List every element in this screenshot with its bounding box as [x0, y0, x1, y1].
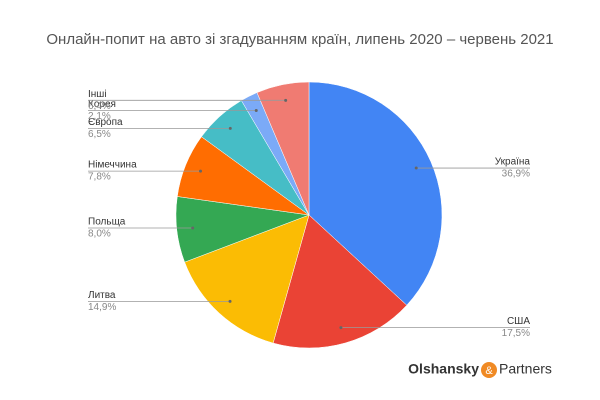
leader-dot [228, 299, 232, 303]
logo-icon [481, 362, 497, 378]
leader-dot [191, 226, 195, 230]
slice-label: Німеччина [88, 160, 137, 171]
logo: Olshansky & Partners [408, 361, 552, 378]
leader-dot [414, 166, 418, 170]
slice-value: 17,5% [502, 328, 530, 339]
slice-value: 6,4% [88, 101, 111, 112]
leader-dot [339, 326, 343, 330]
slice-label: Литва [88, 290, 116, 301]
slice-value: 8,0% [88, 229, 111, 240]
slice-value: 2,1% [88, 111, 111, 122]
slice-label: США [507, 316, 530, 327]
leader-dot [228, 126, 232, 130]
slice-value: 6,5% [88, 129, 111, 140]
pie-slice [272, 214, 408, 349]
slice-value: 36,9% [502, 169, 530, 180]
leader-dot [284, 98, 288, 102]
slice-label: Україна [495, 157, 531, 168]
leader-dot [254, 109, 258, 113]
logo-mark: & [485, 365, 493, 377]
slice-value: 14,9% [88, 302, 116, 313]
slice-label: Польща [88, 217, 126, 228]
chart-title: Онлайн-попит на авто зі згадуванням краї… [46, 31, 553, 48]
slice-value: 7,8% [88, 172, 111, 183]
slice-label: Інші [88, 89, 107, 100]
pie-slice [308, 81, 443, 306]
logo-text: Partners [499, 361, 552, 377]
pie-slice [256, 81, 310, 216]
leader-dot [199, 169, 203, 173]
slice-label: Європа [88, 117, 123, 128]
slice-label: Корея [88, 99, 116, 110]
pie-slice [184, 214, 310, 344]
logo-text: Olshansky [408, 361, 479, 377]
